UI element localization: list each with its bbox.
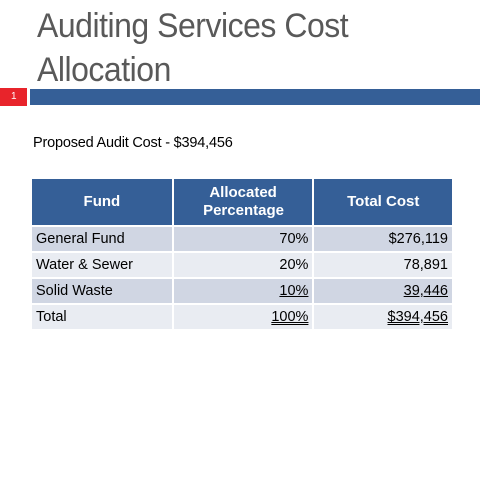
fund-cell: Water & Sewer bbox=[32, 253, 172, 277]
table-row: Solid Waste 10% 39,446 bbox=[32, 279, 452, 303]
fund-cell: Solid Waste bbox=[32, 279, 172, 303]
fund-cell: General Fund bbox=[32, 227, 172, 251]
table-row-total: Total 100% $394,456 bbox=[32, 305, 452, 329]
percentage-cell: 20% bbox=[173, 253, 313, 277]
table-row: Water & Sewer 20% 78,891 bbox=[32, 253, 452, 277]
header-allocated-percentage: Allocated Percentage bbox=[173, 179, 313, 225]
cost-cell: 78,891 bbox=[314, 253, 452, 277]
title-accent-bar bbox=[30, 89, 480, 105]
slide-title: Auditing Services Cost Allocation bbox=[37, 7, 349, 89]
cost-cell: 39,446 bbox=[314, 279, 452, 303]
cost-value: 39,446 bbox=[403, 283, 448, 299]
cost-allocation-table: Fund Allocated Percentage Total Cost Gen… bbox=[30, 177, 454, 331]
percentage-cell: 100% bbox=[173, 305, 313, 329]
fund-cell: Total bbox=[32, 305, 172, 329]
slide-number: 1 bbox=[0, 88, 27, 106]
header-allocated-percentage-label: Allocated Percentage bbox=[203, 184, 284, 219]
header-fund: Fund bbox=[32, 179, 172, 225]
table-row: General Fund 70% $276,119 bbox=[32, 227, 452, 251]
cost-cell: $276,119 bbox=[314, 227, 452, 251]
proposed-cost-text: Proposed Audit Cost - $394,456 bbox=[33, 135, 233, 151]
percentage-cell: 10% bbox=[173, 279, 313, 303]
total-cost-value: $394,456 bbox=[387, 309, 448, 325]
percentage-value: 10% bbox=[279, 283, 309, 299]
cost-cell: $394,456 bbox=[314, 305, 452, 329]
percentage-cell: 70% bbox=[173, 227, 313, 251]
total-percentage-value: 100% bbox=[271, 309, 309, 325]
header-total-cost: Total Cost bbox=[314, 179, 452, 225]
table-header-row: Fund Allocated Percentage Total Cost bbox=[32, 179, 452, 225]
